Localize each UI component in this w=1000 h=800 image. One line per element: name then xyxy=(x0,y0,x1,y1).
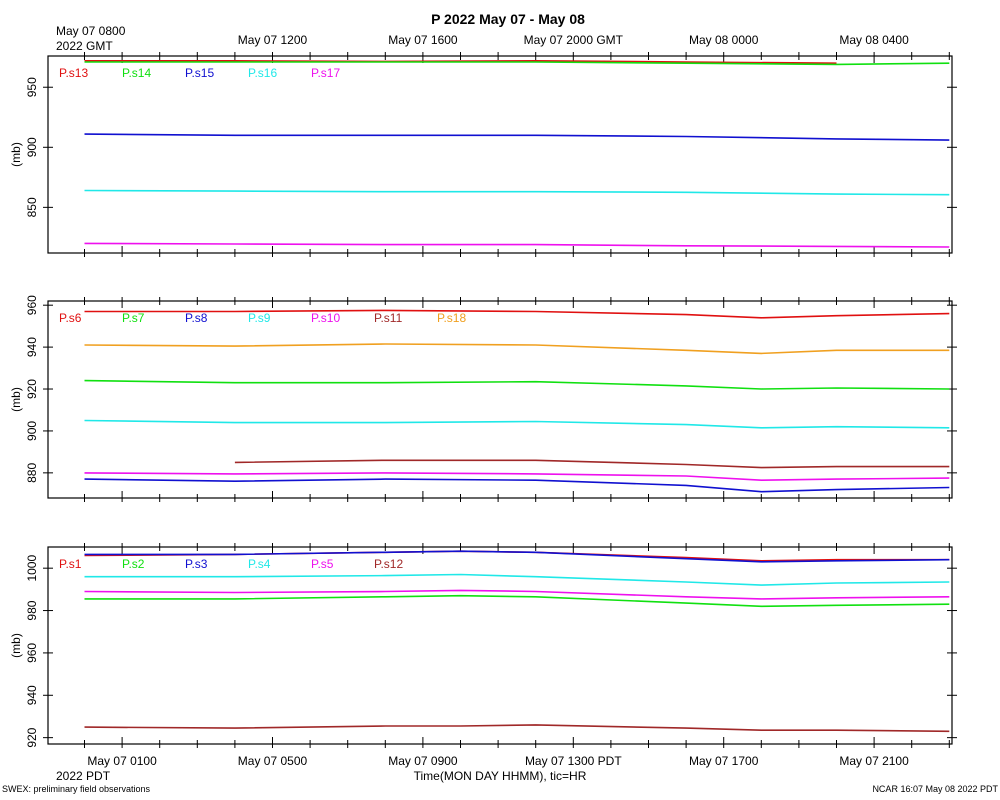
series-line-p-s16 xyxy=(84,189,950,196)
y-tick-label: 1000 xyxy=(25,555,39,582)
legend-p-s4: P.s4 xyxy=(248,557,271,571)
y-tick-label: 940 xyxy=(25,337,39,357)
chart-panels: 850 900 950 (mb) P.s13 P.s14 P.s15 P.s16 P.s17 88… xyxy=(9,52,957,748)
series-line-p-s7 xyxy=(84,379,950,390)
series-line-p-s10 xyxy=(84,472,950,482)
legend-p-s10: P.s10 xyxy=(311,311,340,325)
footer-left: SWEX: preliminary field observations xyxy=(2,784,151,794)
y-tick-label: 950 xyxy=(25,77,39,97)
bottom-time-label: May 07 0500 xyxy=(238,754,308,768)
y-tick-label: 920 xyxy=(25,727,39,747)
top-start-label-1: May 07 0800 xyxy=(56,24,126,38)
legend-p-s5: P.s5 xyxy=(311,557,334,571)
y-axis-label: (mb) xyxy=(9,633,23,658)
y-tick-label: 960 xyxy=(25,643,39,663)
legend-p-s7: P.s7 xyxy=(122,311,145,325)
legend-p-s18: P.s18 xyxy=(437,311,466,325)
legend-p-s12: P.s12 xyxy=(374,557,403,571)
series-line-p-s5 xyxy=(84,589,950,600)
y-tick-label: 880 xyxy=(25,463,39,483)
series-line-p-s11 xyxy=(234,459,950,469)
bottom-time-label: May 07 0900 xyxy=(388,754,458,768)
top-time-axis-labels: May 07 1200 May 07 1600 May 07 2000 GMT May… xyxy=(238,33,909,47)
y-tick-label: 900 xyxy=(25,421,39,441)
y-tick-label: 850 xyxy=(25,197,39,217)
y-axis-label: (mb) xyxy=(9,387,23,412)
series-line-p-s8 xyxy=(84,478,950,493)
legend-p-s2: P.s2 xyxy=(122,557,145,571)
footer-right: NCAR 16:07 May 08 2022 PDT xyxy=(872,784,998,794)
y-tick-label: 900 xyxy=(25,137,39,157)
y-axis-label: (mb) xyxy=(9,142,23,167)
legend-p-s6: P.s6 xyxy=(59,311,82,325)
series-line-p-s17 xyxy=(84,242,950,248)
y-tick-label: 920 xyxy=(25,379,39,399)
top-time-label: May 08 0400 xyxy=(839,33,909,47)
top-time-label: May 07 1200 xyxy=(238,33,308,47)
top-time-label: May 07 2000 GMT xyxy=(524,33,624,47)
figure-title: P 2022 May 07 - May 08 xyxy=(431,11,585,27)
panel-frame xyxy=(47,55,953,254)
legend-p-s8: P.s8 xyxy=(185,311,208,325)
series-line-p-s4 xyxy=(84,573,950,586)
panel-frame xyxy=(47,300,953,499)
series-line-p-s18 xyxy=(84,343,950,355)
panel-2: 880 900 920 940 960 (mb) P.s6 P.s7 P.s8 P.s9 P.s10… xyxy=(9,295,957,502)
bottom-time-axis-labels: May 07 0100 May 07 0500 May 07 0900 May 07 … xyxy=(87,754,909,768)
top-start-label-2: 2022 GMT xyxy=(56,39,113,53)
legend-p-s9: P.s9 xyxy=(248,311,271,325)
y-tick-label: 940 xyxy=(25,685,39,705)
series-line-p-s6 xyxy=(84,309,950,319)
top-time-label: May 08 0000 xyxy=(689,33,759,47)
series-line-p-s2 xyxy=(84,594,950,608)
series-line-p-s9 xyxy=(84,419,950,429)
top-time-label: May 07 1600 xyxy=(388,33,458,47)
series-line-p-s12 xyxy=(84,724,950,733)
series-line-p-s14 xyxy=(84,61,950,66)
bottom-time-label: May 07 1700 xyxy=(689,754,759,768)
panel-frame xyxy=(47,546,953,745)
legend-p-s15: P.s15 xyxy=(185,66,214,80)
legend-p-s17: P.s17 xyxy=(311,66,340,80)
legend-p-s14: P.s14 xyxy=(122,66,151,80)
panel-3: 920 940 960 980 1000 (mb) P.s1 P.s2 P.s3 P.s4 P.s5… xyxy=(9,543,957,748)
legend-p-s1: P.s1 xyxy=(59,557,82,571)
bottom-time-label: May 07 1300 PDT xyxy=(525,754,622,768)
bottom-time-label: May 07 2100 xyxy=(839,754,909,768)
legend-p-s16: P.s16 xyxy=(248,66,277,80)
y-tick-label: 980 xyxy=(25,600,39,620)
bottom-start-year: 2022 PDT xyxy=(56,769,111,783)
bottom-time-label: May 07 0100 xyxy=(87,754,157,768)
legend-p-s3: P.s3 xyxy=(185,557,208,571)
series-line-p-s3 xyxy=(84,550,950,563)
legend-p-s13: P.s13 xyxy=(59,66,88,80)
y-tick-label: 960 xyxy=(25,295,39,315)
series-line-p-s15 xyxy=(84,133,950,141)
panel-1: 850 900 950 (mb) P.s13 P.s14 P.s15 P.s16 P.s17 xyxy=(9,52,957,257)
legend-p-s11: P.s11 xyxy=(374,311,403,325)
x-axis-title: Time(MON DAY HHMM), tic=HR xyxy=(414,769,587,783)
series-line-p-s13 xyxy=(84,59,837,64)
